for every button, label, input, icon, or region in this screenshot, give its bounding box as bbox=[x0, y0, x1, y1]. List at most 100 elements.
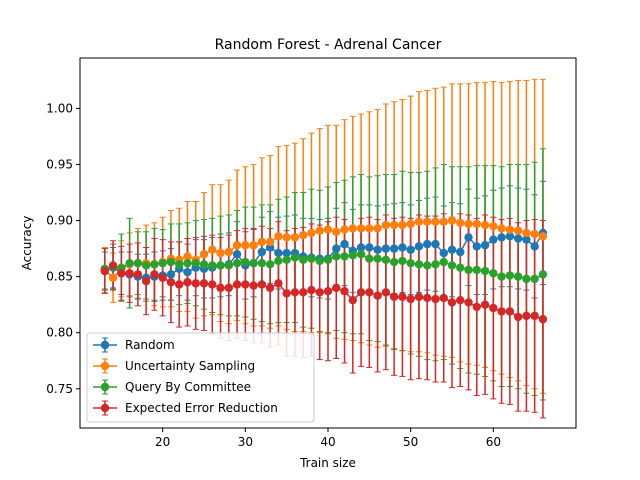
random-point bbox=[530, 242, 539, 251]
random-point bbox=[365, 243, 374, 252]
uncertainty-sampling-point bbox=[538, 232, 548, 241]
uncertainty-sampling-point bbox=[505, 225, 515, 234]
legend-marker bbox=[100, 361, 110, 371]
query-by-committee-point bbox=[249, 258, 258, 268]
query-by-committee-point bbox=[282, 255, 291, 265]
query-by-committee-point bbox=[381, 255, 391, 265]
uncertainty-sampling-point bbox=[241, 241, 250, 250]
expected-error-reduction-point bbox=[464, 298, 473, 307]
random-point bbox=[282, 248, 291, 258]
uncertainty-sampling-point bbox=[274, 232, 283, 241]
uncertainty-sampling-point bbox=[224, 247, 233, 257]
markers-layer bbox=[100, 216, 548, 324]
expected-error-reduction-point bbox=[282, 289, 291, 298]
query-by-committee-point bbox=[447, 261, 457, 270]
random-point bbox=[480, 241, 490, 250]
legend-label: Expected Error Reduction bbox=[125, 401, 278, 415]
query-by-committee-point bbox=[166, 257, 176, 267]
expected-error-reduction-point bbox=[447, 298, 457, 307]
random-point bbox=[464, 233, 473, 242]
query-by-committee-point bbox=[208, 261, 217, 270]
query-by-committee-point bbox=[241, 257, 250, 267]
uncertainty-sampling-point bbox=[183, 252, 192, 261]
plot-area bbox=[100, 78, 548, 419]
uncertainty-sampling-point bbox=[381, 220, 391, 230]
uncertainty-sampling-point bbox=[340, 225, 349, 234]
expected-error-reduction-point bbox=[274, 279, 283, 288]
query-by-committee-point bbox=[389, 257, 399, 267]
expected-error-reduction-point bbox=[199, 279, 209, 288]
query-by-committee-point bbox=[323, 255, 333, 265]
random-point bbox=[489, 235, 498, 244]
uncertainty-sampling-point bbox=[332, 227, 341, 236]
x-axis-label: Train size bbox=[299, 456, 356, 470]
expected-error-reduction-point bbox=[191, 279, 200, 288]
expected-error-reduction-point bbox=[208, 280, 217, 289]
query-by-committee-point bbox=[307, 254, 316, 263]
x-tick-label: 50 bbox=[403, 435, 418, 449]
expected-error-reduction-point bbox=[175, 280, 184, 289]
x-tick-label: 60 bbox=[486, 435, 501, 449]
legend: Random Uncertainty Sampling Query By Commi… bbox=[86, 332, 315, 423]
x-tick-label: 40 bbox=[320, 435, 335, 449]
query-by-committee-point bbox=[522, 274, 531, 284]
expected-error-reduction-point bbox=[480, 300, 490, 309]
x-tick-label: 30 bbox=[238, 435, 253, 449]
expected-error-reduction-point bbox=[150, 270, 159, 279]
y-axis-ticks: 0.75 0.80 0.85 0.90 0.95 1.00 bbox=[46, 101, 80, 396]
y-tick-label: 0.80 bbox=[46, 326, 73, 340]
uncertainty-sampling-point bbox=[497, 224, 506, 233]
expected-error-reduction-point bbox=[141, 276, 151, 286]
query-by-committee-point bbox=[150, 260, 159, 269]
expected-error-reduction-point bbox=[348, 295, 357, 305]
expected-error-reduction-point bbox=[323, 287, 333, 296]
uncertainty-sampling-point bbox=[249, 241, 258, 250]
query-by-committee-point bbox=[356, 250, 366, 259]
query-by-committee-point bbox=[216, 261, 225, 270]
expected-error-reduction-point bbox=[216, 283, 225, 293]
legend-label: Query By Committee bbox=[125, 380, 251, 394]
query-by-committee-point bbox=[199, 260, 209, 269]
query-by-committee-point bbox=[141, 261, 151, 270]
expected-error-reduction-point bbox=[406, 294, 415, 304]
uncertainty-sampling-point bbox=[216, 248, 225, 258]
query-by-committee-point bbox=[232, 258, 242, 268]
x-axis-ticks: 20 30 40 50 60 bbox=[155, 428, 501, 449]
expected-error-reduction-point bbox=[522, 311, 531, 321]
expected-error-reduction-point bbox=[439, 293, 448, 303]
query-by-committee-point bbox=[406, 258, 415, 268]
expected-error-reduction-point bbox=[414, 292, 424, 302]
random-point bbox=[431, 239, 440, 249]
expected-error-reduction-point bbox=[472, 302, 481, 312]
y-tick-label: 0.90 bbox=[46, 214, 73, 228]
query-by-committee-point bbox=[290, 253, 300, 262]
random-point bbox=[257, 247, 267, 257]
uncertainty-sampling-point bbox=[447, 216, 457, 225]
random-point bbox=[513, 234, 523, 243]
uncertainty-sampling-point bbox=[423, 217, 432, 226]
expected-error-reduction-point bbox=[158, 273, 167, 282]
expected-error-reduction-point bbox=[133, 270, 143, 279]
uncertainty-sampling-point bbox=[323, 225, 333, 234]
query-by-committee-point bbox=[489, 269, 498, 278]
chart-title: Random Forest - Adrenal Cancer bbox=[215, 37, 442, 53]
uncertainty-sampling-point bbox=[315, 226, 324, 235]
query-by-committee-point bbox=[265, 260, 275, 269]
query-by-committee-point bbox=[538, 270, 548, 279]
expected-error-reduction-point bbox=[332, 283, 341, 293]
uncertainty-sampling-point bbox=[232, 241, 242, 250]
uncertainty-sampling-point bbox=[373, 224, 382, 233]
expected-error-reduction-point bbox=[340, 287, 349, 296]
expected-error-reduction-point bbox=[100, 266, 110, 276]
query-by-committee-point bbox=[497, 272, 506, 281]
expected-error-reduction-point bbox=[497, 307, 506, 316]
query-by-committee-point bbox=[431, 260, 440, 269]
query-by-committee-point bbox=[274, 256, 283, 266]
uncertainty-sampling-point bbox=[456, 218, 465, 228]
random-point bbox=[356, 243, 366, 252]
expected-error-reduction-point bbox=[398, 292, 407, 302]
expected-error-reduction-point bbox=[373, 291, 382, 300]
expected-error-reduction-point bbox=[183, 278, 192, 287]
query-by-committee-point bbox=[505, 271, 515, 280]
query-by-committee-point bbox=[175, 260, 184, 269]
